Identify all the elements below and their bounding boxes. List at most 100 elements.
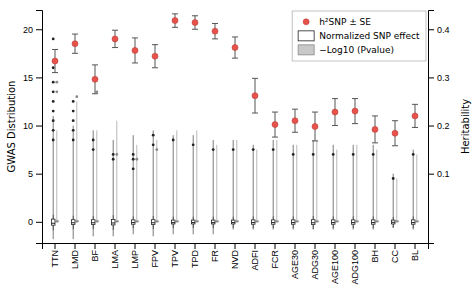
median [155, 221, 158, 222]
box [191, 135, 195, 234]
upper-whisker [213, 140, 214, 217]
median [291, 222, 295, 223]
tick: LMP [130, 243, 140, 269]
flier [52, 37, 55, 40]
box-body [135, 221, 138, 222]
x-axis: TTNLMDBFLMALMPFPVTPVTPDFRNVDADFIFCRAGE30… [43, 243, 429, 285]
tick-label: BH [370, 250, 380, 263]
lower-whisker [113, 230, 114, 236]
box [155, 140, 158, 222]
error-cap [232, 36, 238, 37]
tick: FR [210, 243, 220, 262]
flier [392, 177, 395, 180]
point [332, 109, 338, 115]
inner-whisker [393, 217, 394, 220]
median [351, 222, 355, 223]
box [131, 135, 135, 234]
error-bar [112, 30, 118, 47]
tick: FPV [150, 243, 160, 268]
box [115, 121, 118, 222]
tick-mark [315, 243, 316, 249]
flier [95, 90, 98, 93]
flier [252, 148, 255, 151]
inner-whisker [273, 216, 274, 220]
tick: 0.2 [428, 121, 450, 131]
flier [72, 110, 75, 113]
upper-whisker [113, 140, 114, 215]
legend-swatch [298, 45, 314, 55]
box [235, 140, 238, 222]
flier [352, 153, 355, 156]
legend-item: h²SNP ± SE [303, 17, 371, 27]
error-cap [232, 58, 238, 59]
tick-label: AGE30 [290, 250, 300, 279]
inner-whisker [276, 140, 277, 221]
flier [332, 153, 335, 156]
tick: TPD [190, 243, 200, 268]
axis-line [429, 11, 435, 244]
error-cap [212, 23, 218, 24]
box-body [211, 220, 215, 224]
inner-whisker [353, 224, 354, 228]
tick: 10 [23, 121, 42, 131]
error-cap [132, 37, 138, 38]
box [291, 145, 295, 230]
y2-axis-title: Heritability [460, 99, 471, 154]
point [252, 93, 258, 99]
error-cap [92, 93, 98, 94]
box-body [351, 220, 355, 224]
box [315, 140, 318, 222]
tick-label: TTN [50, 250, 60, 268]
median [135, 221, 138, 222]
inner-whisker [256, 150, 257, 221]
flier [372, 153, 375, 156]
point [292, 118, 298, 124]
box [111, 140, 115, 236]
inner-whisker [313, 225, 314, 230]
inner-whisker [173, 224, 174, 228]
point [212, 28, 218, 34]
error-cap [152, 67, 158, 68]
flier [55, 90, 58, 93]
median [191, 222, 195, 223]
tick-mark [115, 243, 116, 249]
box [335, 150, 338, 222]
box-body [171, 220, 175, 224]
box [395, 178, 398, 221]
flier [272, 148, 275, 151]
flier [52, 119, 55, 122]
upper-whisker [353, 145, 354, 216]
box-body [195, 221, 198, 222]
error-cap [292, 109, 298, 110]
flier [52, 110, 55, 113]
inner-whisker [213, 217, 214, 221]
flier [55, 81, 58, 84]
error-bar [252, 78, 258, 113]
inner-whisker [296, 145, 297, 221]
box-body [331, 220, 335, 224]
box [195, 130, 198, 221]
lower-whisker [73, 230, 74, 240]
box [415, 154, 418, 221]
upper-whisker [133, 135, 134, 216]
inner-whisker [113, 215, 114, 219]
tick: ADG100 [350, 243, 360, 285]
tick-label: LMD [70, 250, 80, 270]
inner-whisker [173, 217, 174, 221]
flier [152, 143, 155, 146]
inner-whisker [353, 216, 354, 220]
error-bar [92, 65, 98, 94]
tick: 20 [23, 25, 42, 35]
flier [52, 66, 55, 69]
tick-mark [255, 243, 256, 249]
tick-label: ADG100 [350, 250, 360, 285]
inner-whisker [76, 101, 77, 220]
tick: LMD [70, 243, 80, 269]
box [275, 140, 278, 222]
error-bar [352, 99, 358, 124]
box [171, 135, 175, 234]
box-body [295, 221, 298, 222]
error-cap [332, 98, 338, 99]
tick-label: 0 [28, 217, 33, 227]
box-body [115, 221, 118, 222]
